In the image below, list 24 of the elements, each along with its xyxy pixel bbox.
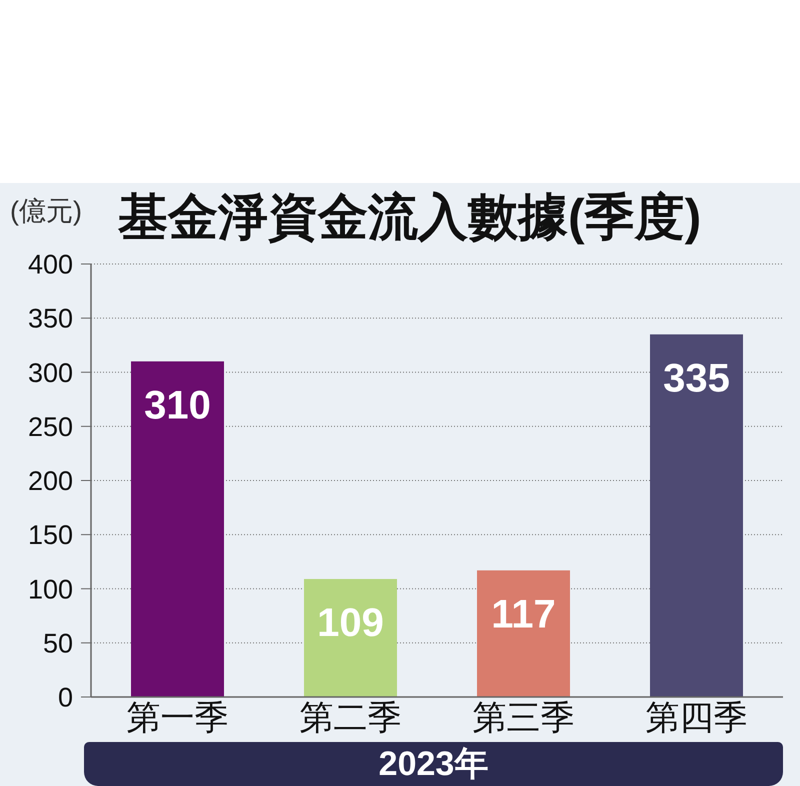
y-tick-label: 350 xyxy=(28,304,73,334)
y-tick-label: 250 xyxy=(28,412,73,442)
bar xyxy=(650,334,743,697)
bar xyxy=(304,579,397,697)
y-tick-label: 300 xyxy=(28,358,73,388)
y-tick-label: 400 xyxy=(28,250,73,280)
data-label: 117 xyxy=(491,592,556,636)
bar xyxy=(131,361,224,697)
data-label: 335 xyxy=(663,356,730,400)
x-tick-label: 第三季 xyxy=(472,699,574,738)
y-tick-label: 0 xyxy=(58,682,73,713)
data-label: 310 xyxy=(144,383,211,428)
y-tick-label: 50 xyxy=(42,628,73,658)
data-label: 109 xyxy=(317,601,384,646)
x-axis-title: 2023年 xyxy=(378,745,488,783)
bar xyxy=(477,570,570,697)
y-tick-label: 200 xyxy=(28,466,73,496)
y-tick-label: 150 xyxy=(28,520,73,550)
chart-title: 基金淨資金流入數據(季度) xyxy=(118,189,702,245)
x-tick-label: 第四季 xyxy=(646,699,748,738)
y-axis-title: (億元) xyxy=(10,196,82,227)
x-tick-label: 第二季 xyxy=(300,699,402,738)
y-tick-label: 100 xyxy=(28,574,73,604)
x-tick-label: 第一季 xyxy=(126,699,228,738)
